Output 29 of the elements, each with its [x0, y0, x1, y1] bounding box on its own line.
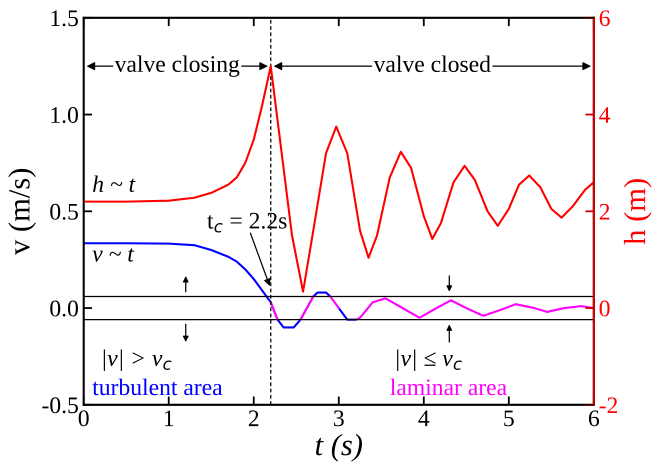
y-tick-label: 1.0	[51, 107, 78, 124]
x-tick-label: 3	[334, 410, 344, 426]
text: laminar area	[390, 378, 507, 396]
y-tick-label: 0.0	[50, 300, 78, 317]
y2-tick-label: 6	[600, 10, 610, 26]
x-tick-label: 6	[588, 410, 600, 426]
annotation: h ~ t	[93, 175, 136, 192]
y2-tick-label: 0	[600, 300, 610, 316]
x-tick-label: 5	[504, 410, 514, 426]
text: turbulent area	[92, 378, 222, 396]
annotation: v ~ t	[92, 248, 134, 262]
y2-tick-label: -2	[600, 397, 618, 414]
x-axis-title: t (s)	[316, 434, 362, 462]
y-tick-label: 1.5	[51, 10, 78, 26]
y-tick-label: -0.5	[42, 397, 78, 414]
x-tick-label: 4	[418, 410, 430, 426]
y-axis-title: v (m/s)	[8, 168, 36, 256]
annotation: |v| ≤ v$_{c}$	[397, 349, 462, 371]
x-tick-label: 2	[248, 410, 258, 426]
y2-axis-title: h (m)	[624, 179, 652, 245]
x-tick-label: 0	[78, 410, 89, 426]
y2-tick-label: 4	[599, 107, 610, 123]
annotation: valve closing	[114, 55, 240, 77]
annotation: valve closed	[374, 55, 491, 72]
y-tick-label: 0.5	[50, 204, 78, 220]
annotation: |v| > v$_{c}$	[104, 349, 172, 371]
annotation: t$_{c}$ = 2.2s	[207, 212, 286, 233]
x-tick-label: 1	[164, 410, 174, 426]
y2-tick-label: 2	[600, 204, 610, 220]
